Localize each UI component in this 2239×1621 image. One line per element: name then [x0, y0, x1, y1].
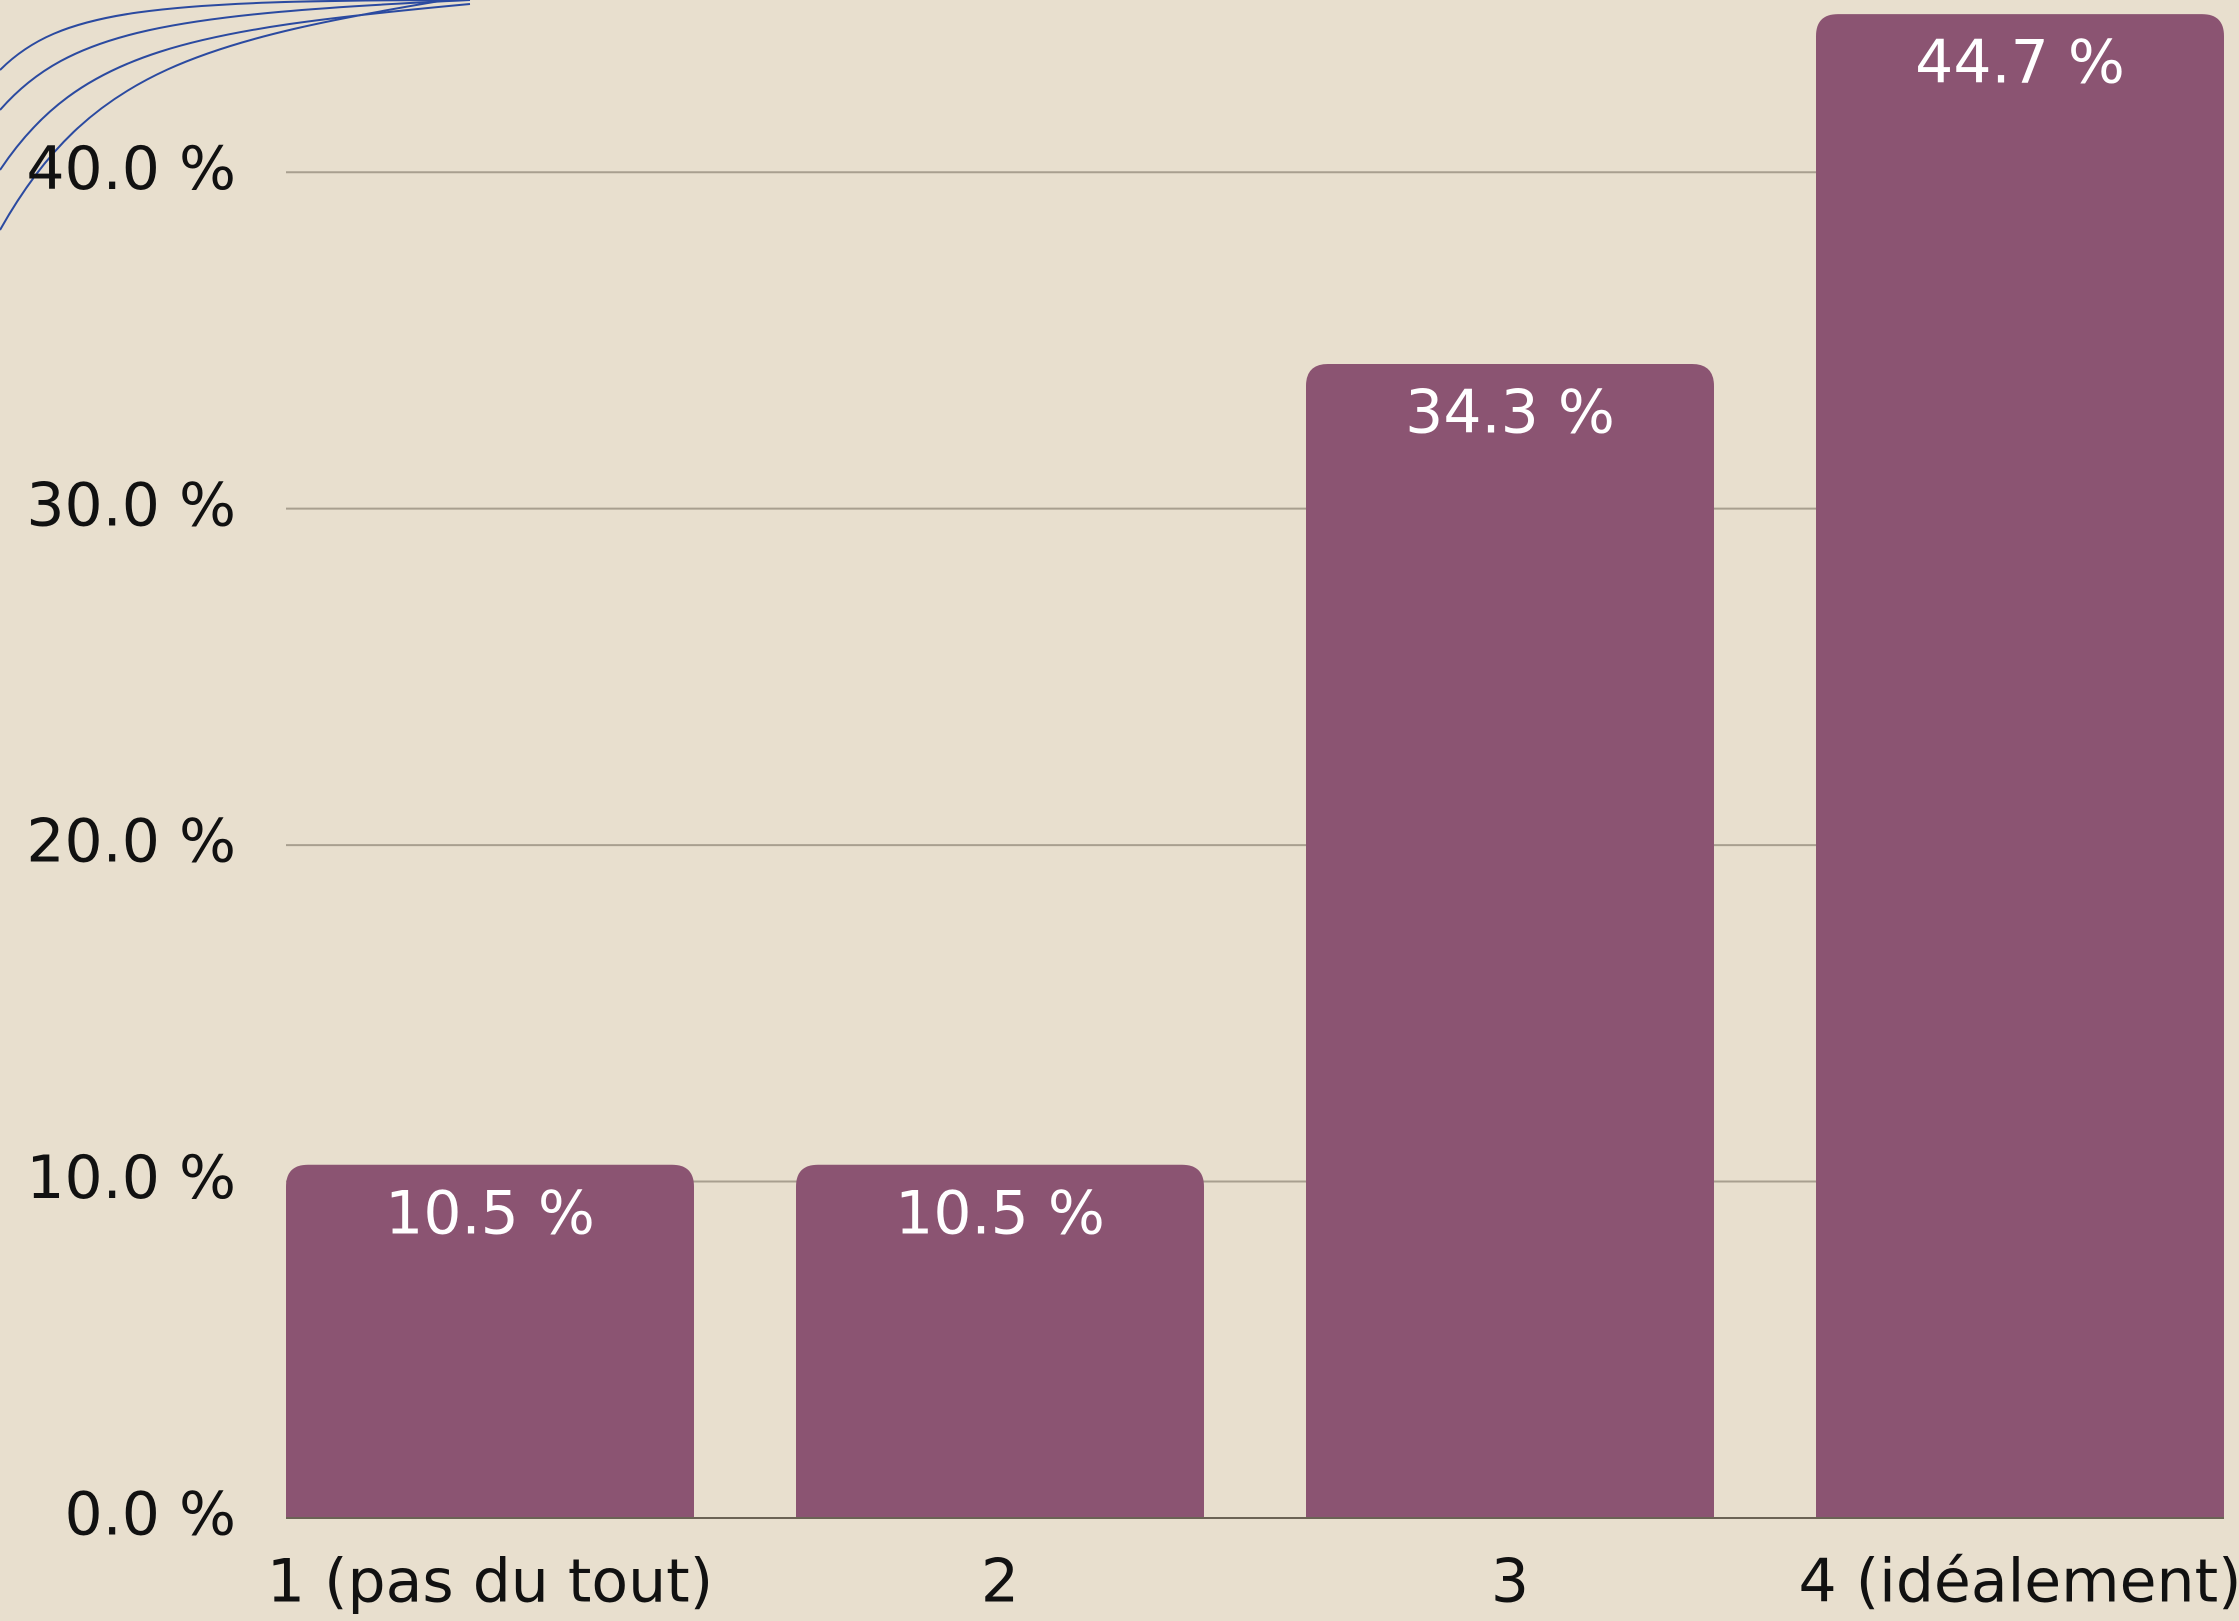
- bar: [1306, 364, 1714, 1518]
- y-tick-label: 10.0 %: [26, 1143, 236, 1213]
- value-label: 10.5 %: [385, 1178, 595, 1248]
- chart: 0.0 % 10.0 % 20.0 % 30.0 % 40.0 % 10.5 % 1 (pa…: [0, 0, 2239, 1621]
- x-tick-label: 4 (idéalement): [1799, 1547, 2239, 1617]
- y-tick-label: 0.0 %: [64, 1480, 236, 1550]
- bar: [1816, 14, 2224, 1518]
- page: 0.0 % 10.0 % 20.0 % 30.0 % 40.0 % 10.5 % 1 (pa…: [0, 0, 2239, 1621]
- x-tick-label: 3: [1491, 1547, 1529, 1617]
- y-tick-label: 20.0 %: [26, 807, 236, 877]
- value-label: 44.7 %: [1915, 28, 2125, 98]
- y-tick-label: 30.0 %: [26, 470, 236, 540]
- value-label: 34.3 %: [1405, 378, 1615, 448]
- x-tick-label: 1 (pas du tout): [267, 1547, 713, 1617]
- x-tick-label: 2: [981, 1547, 1019, 1617]
- value-label: 10.5 %: [895, 1178, 1105, 1248]
- y-tick-label: 40.0 %: [26, 134, 236, 204]
